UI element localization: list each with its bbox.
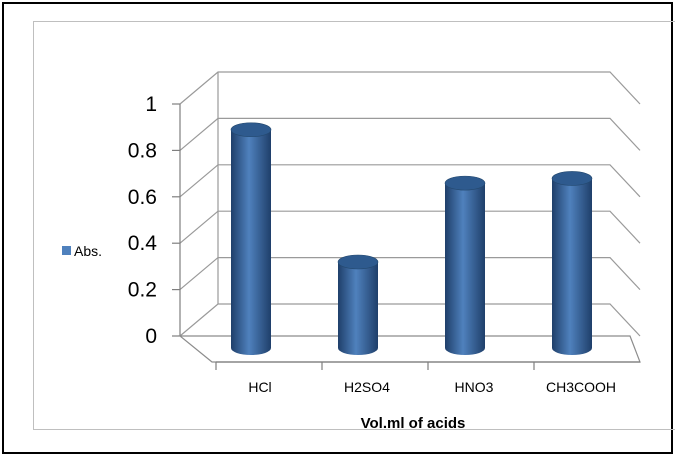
x-category-label: HNO3 [455,379,494,395]
chart-area-frame [33,21,675,430]
bar-body [445,183,485,355]
x-category-label: H2SO4 [344,379,390,395]
grid-line [179,303,641,337]
y-tick-label: 0.6 [128,186,157,209]
bar-top [337,254,379,270]
bar-h2so4 [337,254,379,355]
y-tick-label: 1 [145,93,157,116]
legend-swatch [62,246,71,255]
grid-line [179,257,641,291]
bars [230,122,593,355]
y-tick-label: 0.8 [128,139,157,162]
grid-line [179,117,641,151]
legend-label: Abs. [74,243,102,259]
grid-lines [172,71,641,370]
x-category-label: HCl [248,379,271,395]
y-tick-label: 0 [145,325,157,348]
bar-top [551,171,593,186]
bar-body [231,129,271,355]
bar-body [338,262,378,355]
x-category-labels: HCl H2SO4 HNO3 CH3COOH [248,379,616,395]
bar-hcl [230,122,272,355]
y-tick-label: 0.2 [128,279,157,302]
bar-ch3cooh [551,171,593,355]
bar-hno3 [444,175,486,355]
y-tick-labels: 0 0.2 0.4 0.6 0.8 1 [128,93,158,348]
bar-top [230,122,272,138]
grid-line [179,210,641,244]
grid-line [179,164,641,198]
grid-line [179,71,641,105]
x-category-label: CH3COOH [546,379,616,395]
y-tick-label: 0.4 [128,232,158,255]
bar-top [444,175,486,191]
bar-body [552,178,592,355]
x-axis-title: Vol.ml of acids [361,415,466,432]
legend: Abs. [62,243,102,259]
